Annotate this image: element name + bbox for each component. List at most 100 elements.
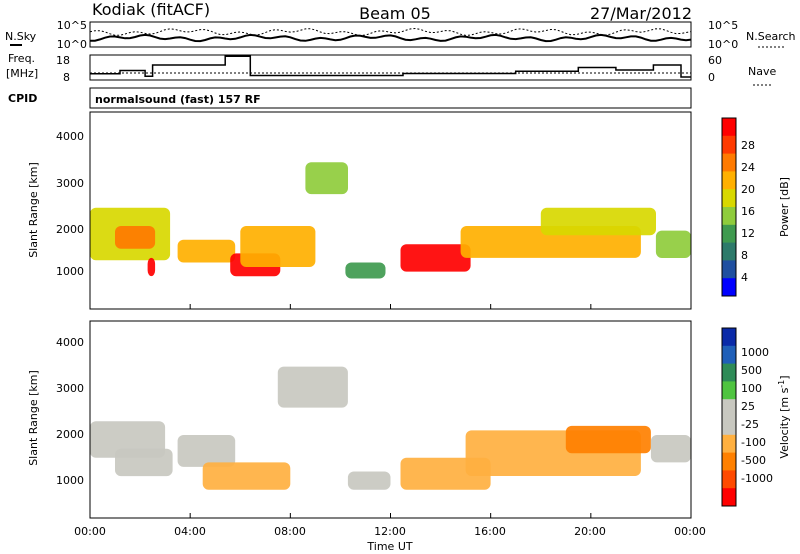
x-axis-label: Time UT: [366, 540, 412, 553]
cpid-text: normalsound (fast) 157 RF: [95, 93, 261, 106]
vel-cbar-tick-neg500: -500: [741, 454, 766, 467]
vel-cbar-swatch-7: [722, 452, 736, 471]
vel-regions-region-2: [177, 435, 236, 467]
vel-cbar-swatch-9: [722, 488, 736, 507]
velocity-ytick-4000: 4000: [56, 336, 84, 349]
noise-panel-frame: [89, 21, 692, 48]
power-cbar-swatch-3: [722, 171, 736, 190]
power-cbar-swatch-8: [722, 260, 736, 279]
power-regions-region-11: [655, 230, 691, 258]
xtick-2000: 20:00: [574, 525, 606, 538]
xtick-0000: 00:00: [74, 525, 106, 538]
vel-cbar-swatch-0: [722, 328, 736, 347]
freq-label-line1: Freq.: [8, 52, 35, 65]
vel-cbar-tick-neg25: -25: [741, 418, 759, 431]
vel-cbar-swatch-8: [722, 470, 736, 489]
power-colorbar-label: Power [dB]: [778, 177, 791, 237]
power-cbar-tick-16: 16: [741, 205, 755, 218]
power-regions-region-5: [240, 226, 316, 267]
vel-cbar-tick-neg100: -100: [741, 436, 766, 449]
freq-left-tick-bottom: 8: [63, 71, 70, 84]
velocity-colorbar-label: Velocity [m s-1]: [777, 375, 791, 458]
vel-cbar-swatch-3: [722, 381, 736, 400]
power-ytick-2000: 2000: [56, 223, 84, 236]
freq-left-tick-top: 18: [56, 54, 70, 67]
nave-right-tick-bottom: 0: [708, 71, 715, 84]
vel-cbar-tick-neg1000: -1000: [741, 472, 773, 485]
power-cbar-swatch-6: [722, 224, 736, 244]
cpid-panel-frame: [89, 87, 692, 109]
vel-regions-region-4: [277, 366, 348, 408]
vel-cbar-swatch-6: [722, 434, 736, 454]
vel-cbar-tick-25: 25: [741, 400, 755, 413]
vel-cbar-swatch-5: [722, 417, 736, 436]
power-cbar-tick-28: 28: [741, 139, 755, 152]
velocity-ylabel: Slant Range [km]: [27, 370, 40, 466]
velocity-colorbar-label-end: ]: [778, 375, 791, 379]
noise-right-tick-bottom: 10^0: [708, 38, 738, 51]
power-cbar-swatch-7: [722, 242, 736, 261]
date-title: 27/Mar/2012: [590, 4, 692, 23]
sky-noise-label: N.Sky: [5, 30, 37, 43]
velocity-ytick-3000: 3000: [56, 382, 84, 395]
freq-label-line2: [MHz]: [6, 67, 38, 80]
power-cbar-swatch-1: [722, 135, 736, 155]
xtick-2400: 00:00: [674, 525, 706, 538]
velocity-colorbar-frame: [721, 327, 737, 507]
power-heatmap: [90, 162, 691, 279]
cpid-label: CPID: [8, 92, 37, 105]
vel-cbar-swatch-4: [722, 399, 736, 418]
search-noise-label: N.Search: [746, 30, 796, 43]
power-cbar-swatch-9: [722, 278, 736, 297]
vel-regions-region-9: [650, 435, 691, 463]
power-cbar-tick-8: 8: [741, 249, 748, 262]
power-cbar-swatch-2: [722, 153, 736, 172]
vel-cbar-tick-1000: 1000: [741, 346, 769, 359]
power-cbar-swatch-5: [722, 207, 736, 226]
x-axis: 00:00 04:00 08:00 12:00 16:00 20:00 00:0…: [74, 525, 706, 538]
vel-cbar-tick-500: 500: [741, 364, 762, 377]
power-ytick-4000: 4000: [56, 130, 84, 143]
velocity-ytick-2000: 2000: [56, 428, 84, 441]
search-noise-line: [89, 27, 692, 37]
vel-cbar-swatch-2: [722, 363, 736, 382]
velocity-panel-frame: [89, 320, 692, 519]
freq-panel-frame: [89, 54, 692, 81]
power-colorbar-ticks: 28 24 20 16 12 8 4: [741, 139, 755, 284]
xtick-1600: 16:00: [474, 525, 506, 538]
power-regions-region-1: [115, 226, 156, 249]
vel-regions-region-8: [565, 425, 651, 454]
noise-right-tick-top: 10^5: [708, 19, 738, 32]
vel-regions-region-5: [347, 471, 391, 490]
power-regions-region-6: [305, 162, 348, 195]
noise-left-tick-top: 10^5: [57, 19, 87, 32]
power-regions-region-10: [540, 207, 656, 236]
frequency-line: [90, 55, 691, 78]
xtick-0800: 08:00: [274, 525, 306, 538]
velocity-heatmap: [90, 366, 691, 490]
power-y-axis: 4000 3000 2000 1000: [56, 130, 84, 278]
power-cbar-tick-20: 20: [741, 183, 755, 196]
vel-regions-region-3: [202, 462, 291, 490]
power-cbar-swatch-0: [722, 118, 736, 137]
power-regions-region-2: [147, 257, 156, 277]
vel-regions-region-1: [115, 448, 173, 477]
beam-title: Beam 05: [359, 4, 431, 23]
velocity-y-axis: 4000 3000 2000 1000: [56, 336, 84, 487]
noise-left-tick-bottom: 10^0: [57, 38, 87, 51]
velocity-colorbar: [722, 328, 736, 507]
power-regions-region-7: [345, 262, 386, 279]
power-ylabel: Slant Range [km]: [27, 162, 40, 258]
velocity-colorbar-label-sup: -1: [777, 380, 786, 388]
vel-cbar-tick-100: 100: [741, 382, 762, 395]
power-cbar-swatch-4: [722, 189, 736, 208]
xtick-0400: 04:00: [174, 525, 206, 538]
nave-right-tick-top: 60: [708, 54, 722, 67]
power-cbar-tick-4: 4: [741, 271, 748, 284]
station-title: Kodiak (fitACF): [92, 0, 210, 19]
power-ytick-1000: 1000: [56, 265, 84, 278]
vel-regions-region-0: [90, 421, 166, 458]
xtick-1200: 12:00: [374, 525, 406, 538]
sky-noise-line: [89, 33, 692, 43]
